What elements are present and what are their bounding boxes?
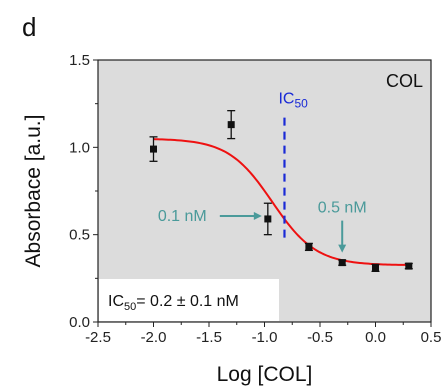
annotation-arrow-head <box>338 244 347 253</box>
data-point <box>338 259 346 267</box>
annotation-arrow-head <box>253 211 262 220</box>
x-tick-label: 0.5 <box>421 329 442 346</box>
data-point <box>227 121 235 129</box>
data-point <box>372 264 379 272</box>
x-tick-label: -2.5 <box>85 329 111 346</box>
ic50-box-bg <box>99 279 279 321</box>
ic50-value-box: IC50= 0.2 ± 0.1 nM <box>99 279 279 321</box>
x-tick-label: -1.0 <box>252 329 278 346</box>
data-point <box>150 145 157 153</box>
ic50-marker-group: IC50 <box>278 91 308 244</box>
y-tick-label: 1.0 <box>69 139 90 156</box>
data-point <box>264 215 272 223</box>
plot-frame <box>97 59 432 323</box>
x-tick-label: 0.0 <box>365 329 386 346</box>
annotation-0.1nM: 0.1 nM <box>158 208 207 225</box>
x-axis-label: Log [COL] <box>217 363 313 386</box>
y-tick-label: 0.5 <box>69 227 90 244</box>
y-axis-label: Absorbace [a.u.] <box>22 115 45 268</box>
axis-ticks: -2.5 -2.0 -1.5 -1.0 -0.5 0.0 0.5 0.0 0.5 1.0 1.5 <box>69 52 441 346</box>
x-tick-label: -0.5 <box>307 329 333 346</box>
panel-label: d <box>22 12 36 42</box>
y-tick-label: 0.0 <box>69 314 90 331</box>
y-tick-label: 1.5 <box>69 52 90 69</box>
annotation-0.5nM: 0.5 nM <box>318 200 367 217</box>
fit-curve <box>153 138 409 266</box>
data-point <box>405 262 413 270</box>
data-point <box>305 243 313 251</box>
annotations-group: 0.1 nM 0.5 nM <box>158 200 367 253</box>
compound-label: COL <box>386 71 423 91</box>
x-tick-label: -1.5 <box>196 329 222 346</box>
x-tick-label: -2.0 <box>141 329 167 346</box>
ic50-value-text: IC50= 0.2 ± 0.1 nM <box>108 293 239 313</box>
ic50-line-label: IC50 <box>278 91 308 111</box>
data-points-group <box>149 110 413 272</box>
fit-curve-group <box>153 138 409 266</box>
